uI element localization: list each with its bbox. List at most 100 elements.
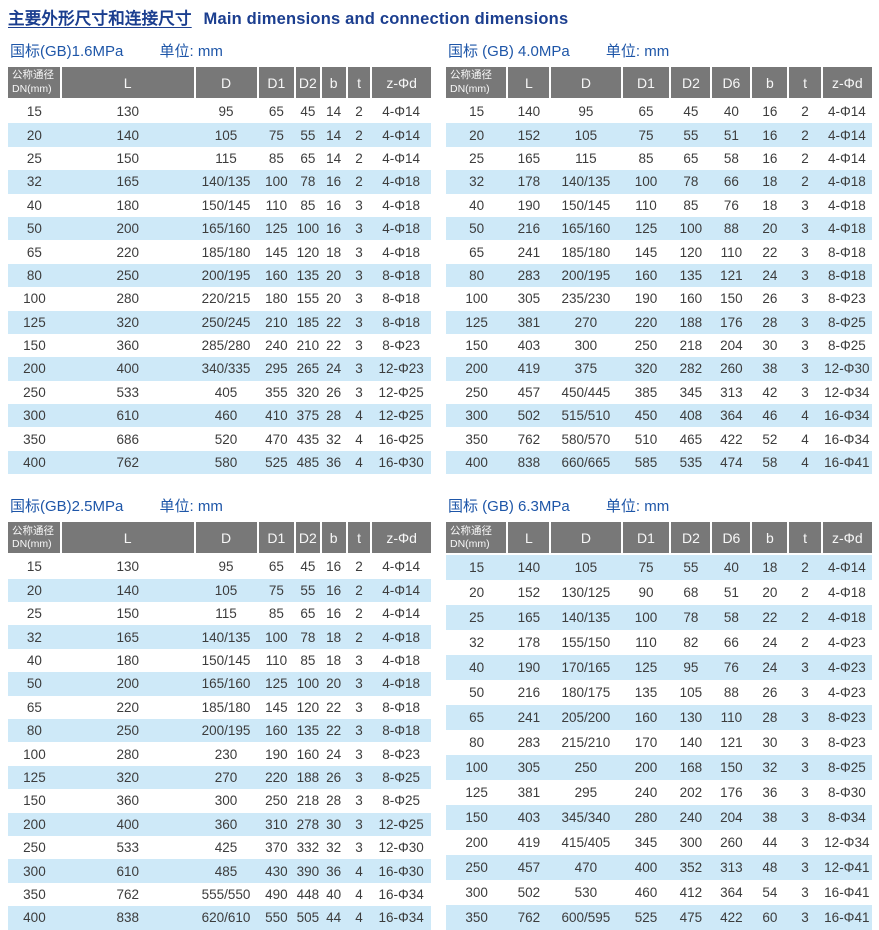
- table-cell: 95: [218, 559, 234, 575]
- table-cell: 95: [578, 104, 594, 120]
- table-cell: 350: [23, 431, 46, 447]
- table-cell: 200: [465, 835, 488, 851]
- table-cell: 24: [762, 660, 778, 676]
- table-row: 50 200 165/160 125 100 16 3 4-Φ18: [8, 216, 431, 241]
- table-cell: 360: [116, 338, 139, 354]
- table-cell: 2: [801, 174, 809, 190]
- table-cell: 25: [469, 610, 485, 626]
- table-row: 400 838 660/665 585 535 474 58 4 16-Φ41: [446, 450, 872, 475]
- table-cell: 32: [469, 174, 485, 190]
- table-cell: 4-Φ14: [382, 127, 421, 143]
- table-cell: 3: [355, 816, 363, 832]
- table-cell: 16-Φ25: [378, 431, 424, 447]
- table-row: 32 178 155/150 110 82 66 24 2 4-Φ23: [446, 630, 872, 655]
- table-cell: 250: [23, 384, 46, 400]
- table-cell: 3: [355, 840, 363, 856]
- table-cell: 241: [517, 244, 541, 260]
- table-cell: 457: [517, 860, 541, 876]
- table-row: 25 150 115 85 65 16 2 4-Φ14: [8, 602, 431, 625]
- table-cell: 16: [762, 127, 778, 143]
- table-cell: 2: [801, 610, 809, 626]
- table-cell: 32: [326, 431, 342, 447]
- table-gb-16mpa: 公称通径 DN(mm) L D D1 D2 b t z-Φd 15 130 95 65 45 14 2 4-Φ…: [8, 67, 431, 475]
- column-header: D2: [295, 522, 322, 556]
- table-cell: 4-Φ18: [382, 174, 421, 190]
- table-cell: 110: [635, 197, 657, 213]
- table-row: 150 403 300 250 218 204 30 3 8-Φ25: [446, 334, 872, 357]
- table-cell: 410: [265, 408, 288, 424]
- table-cell: 45: [683, 104, 699, 120]
- table-cell: 360: [116, 793, 139, 809]
- table-cell: 150: [720, 760, 743, 776]
- table-cell: 216: [517, 221, 541, 237]
- table-cell: 2: [801, 127, 809, 143]
- table-cell: 16-Φ34: [824, 408, 870, 424]
- table-cell: 55: [300, 127, 316, 143]
- unit-label: 单位: mm: [159, 498, 223, 516]
- table-cell: 320: [116, 769, 139, 785]
- table-cell: 345: [679, 384, 703, 400]
- table-cell: 150/145: [201, 653, 251, 668]
- table-cell: 4: [355, 886, 363, 902]
- table-cell: 2: [355, 174, 363, 190]
- table-cell: 3: [355, 197, 363, 213]
- table-cell: 160: [634, 267, 658, 283]
- table-cell: 100: [634, 610, 658, 626]
- table-cell: 152: [517, 127, 541, 143]
- table-cell: 310: [265, 816, 288, 832]
- table-cell: 403: [517, 810, 541, 826]
- table-cell: 200: [23, 361, 46, 377]
- table-cell: 15: [469, 560, 485, 576]
- column-header: 公称通径 DN(mm): [8, 67, 62, 100]
- table-cell: 25: [469, 150, 485, 166]
- table-cell: 20: [26, 127, 42, 143]
- table-cell: 4-Φ18: [382, 221, 421, 237]
- table-cell: 130: [116, 559, 139, 575]
- table-cell: 12-Φ30: [824, 361, 870, 377]
- table-cell: 8-Φ25: [382, 793, 421, 809]
- table-cell: 250/245: [201, 314, 251, 330]
- table-cell: 85: [638, 150, 654, 166]
- unit-label: 单位: mm: [605, 43, 670, 60]
- table-cell: 140/135: [561, 610, 611, 626]
- table-cell: 105: [214, 127, 238, 143]
- table-cell: 180: [265, 291, 288, 307]
- table-cell: 2: [355, 150, 363, 166]
- table-cell: 450/445: [561, 384, 611, 400]
- table-cell: 4: [801, 455, 809, 471]
- table-cell: 55: [683, 560, 699, 576]
- table-cell: 165: [116, 174, 139, 190]
- table-cell: 230: [214, 746, 238, 762]
- table-cell: 3: [801, 338, 809, 354]
- table-cell: 16: [326, 606, 342, 622]
- table-row: 40 190 150/145 110 85 76 18 3 4-Φ18: [446, 194, 872, 217]
- section-gb-16mpa: 国标(GB)1.6MPa 单位: mm 公称通径 DN(mm) L D D1 D2 b t z…: [8, 40, 431, 475]
- table-cell: 180/175: [561, 685, 611, 701]
- table-cell: 50: [469, 221, 485, 237]
- table-cell: 350: [465, 431, 488, 447]
- table-cell: 54: [762, 885, 778, 901]
- table-cell: 762: [116, 886, 139, 902]
- table-cell: 4-Φ14: [382, 150, 421, 166]
- table-row: 350 762 555/550 490 448 40 4 16-Φ34: [8, 883, 431, 906]
- table-cell: 95: [218, 104, 234, 120]
- table-cell: 295: [265, 361, 288, 377]
- table-cell: 26: [326, 769, 342, 785]
- table-cell: 200: [116, 221, 139, 237]
- table-cell: 100: [265, 174, 288, 190]
- table-cell: 470: [265, 431, 288, 447]
- column-header: b: [751, 522, 790, 556]
- table-cell: 24: [326, 361, 342, 377]
- table-cell: 270: [214, 769, 238, 785]
- table-cell: 140/135: [561, 174, 611, 190]
- table-cell: 178: [517, 174, 541, 190]
- table-cell: 200: [465, 361, 488, 377]
- table-cell: 100: [296, 221, 320, 237]
- table-cell: 135: [634, 685, 658, 701]
- table-cell: 135: [679, 267, 703, 283]
- table-cell: 135: [296, 267, 320, 283]
- table-cell: 125: [634, 221, 658, 237]
- table-cell: 160: [679, 291, 703, 307]
- tables-grid: 国标(GB)1.6MPa 单位: mm 公称通径 DN(mm) L D D1 D2 b t z…: [8, 39, 873, 930]
- column-header: z-Φd: [821, 522, 872, 556]
